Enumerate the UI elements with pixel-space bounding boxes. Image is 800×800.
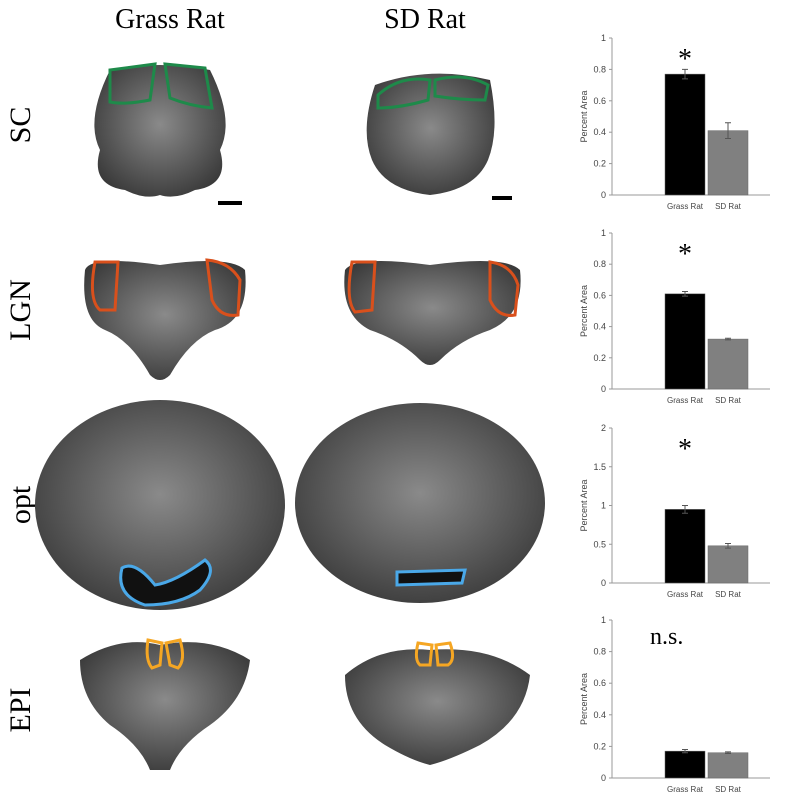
x-tick-label: Grass Rat	[667, 785, 704, 794]
annotation: *	[678, 434, 692, 465]
row-label: opt	[4, 485, 37, 524]
error-bar	[682, 291, 688, 297]
y-tick-label: 0.6	[593, 678, 606, 688]
y-tick-label: 0.4	[593, 127, 606, 137]
row-labels: SC LGN opt EPI	[4, 107, 37, 733]
brain-section	[84, 261, 246, 380]
outline	[108, 62, 214, 110]
brain-section	[345, 649, 530, 765]
x-tick-label: SD Rat	[715, 785, 742, 794]
y-tick-label: 0.6	[593, 290, 606, 300]
annotation: n.s.	[650, 624, 683, 650]
error-bar	[725, 337, 731, 341]
bar	[707, 545, 749, 584]
y-axis-label: Percent Area	[579, 90, 589, 142]
charts: 0 0.2 0.4 0.6 0.8 1 Percent Area Grass Rat SD Ra…	[579, 33, 770, 794]
error-bar	[682, 749, 688, 754]
outline	[376, 75, 490, 110]
outline	[145, 638, 185, 670]
row-label: LGN	[4, 279, 37, 341]
y-axis-label: Percent Area	[579, 673, 589, 725]
brain-section	[295, 403, 545, 603]
row-label: SC	[4, 107, 37, 144]
y-tick-label: 0	[601, 578, 606, 588]
y-tick-label: 1	[601, 228, 606, 238]
bar	[664, 509, 706, 584]
y-tick-label: 0.2	[593, 353, 606, 363]
annotation: *	[678, 44, 692, 75]
y-tick-label: 0.2	[593, 741, 606, 751]
x-tick-label: Grass Rat	[667, 202, 704, 211]
bar	[707, 752, 749, 779]
x-tick-label: SD Rat	[715, 590, 742, 599]
row-label: EPI	[4, 688, 37, 733]
y-axis-label: Percent Area	[579, 479, 589, 531]
error-bar	[725, 542, 731, 549]
x-tick-label: Grass Rat	[667, 590, 704, 599]
scale-bar	[492, 196, 512, 200]
error-bar	[725, 122, 731, 139]
column-headers: Grass Rat SD Rat	[115, 4, 466, 35]
y-tick-label: 1.5	[593, 462, 606, 472]
outline	[414, 641, 455, 667]
error-bar	[725, 751, 731, 755]
brain-section	[344, 261, 521, 365]
y-tick-label: 0.8	[593, 647, 606, 657]
outline	[119, 558, 212, 607]
outline	[347, 260, 520, 317]
outline	[395, 568, 467, 587]
bar	[664, 750, 706, 779]
bar	[664, 73, 706, 196]
y-tick-label: 0.8	[593, 259, 606, 269]
y-tick-label: 0.5	[593, 539, 606, 549]
brain-images	[35, 62, 545, 770]
y-tick-label: 2	[601, 423, 606, 433]
y-tick-label: 0.6	[593, 96, 606, 106]
y-tick-label: 0.2	[593, 159, 606, 169]
y-tick-label: 0	[601, 190, 606, 200]
brain-section	[35, 400, 285, 610]
bar	[664, 293, 706, 390]
error-bar	[682, 505, 688, 514]
scale-bar	[218, 201, 242, 205]
error-bar	[682, 68, 688, 80]
annotation: *	[678, 239, 692, 270]
y-tick-label: 0.4	[593, 710, 606, 720]
y-axis-label: Percent Area	[579, 285, 589, 337]
bar	[707, 130, 749, 196]
y-tick-label: 0	[601, 384, 606, 394]
y-tick-label: 0.4	[593, 322, 606, 332]
outline	[90, 258, 242, 317]
column-header: Grass Rat	[115, 4, 225, 35]
x-tick-label: SD Rat	[715, 202, 742, 211]
y-tick-label: 1	[601, 33, 606, 43]
y-tick-label: 0	[601, 773, 606, 783]
brain-section	[80, 642, 250, 770]
brain-section	[366, 73, 495, 195]
y-tick-label: 1	[601, 501, 606, 511]
brain-section	[94, 65, 226, 197]
y-tick-label: 0.8	[593, 64, 606, 74]
x-tick-label: Grass Rat	[667, 396, 704, 405]
bar	[707, 338, 749, 390]
y-tick-label: 1	[601, 615, 606, 625]
column-header: SD Rat	[384, 4, 466, 35]
x-tick-label: SD Rat	[715, 396, 742, 405]
